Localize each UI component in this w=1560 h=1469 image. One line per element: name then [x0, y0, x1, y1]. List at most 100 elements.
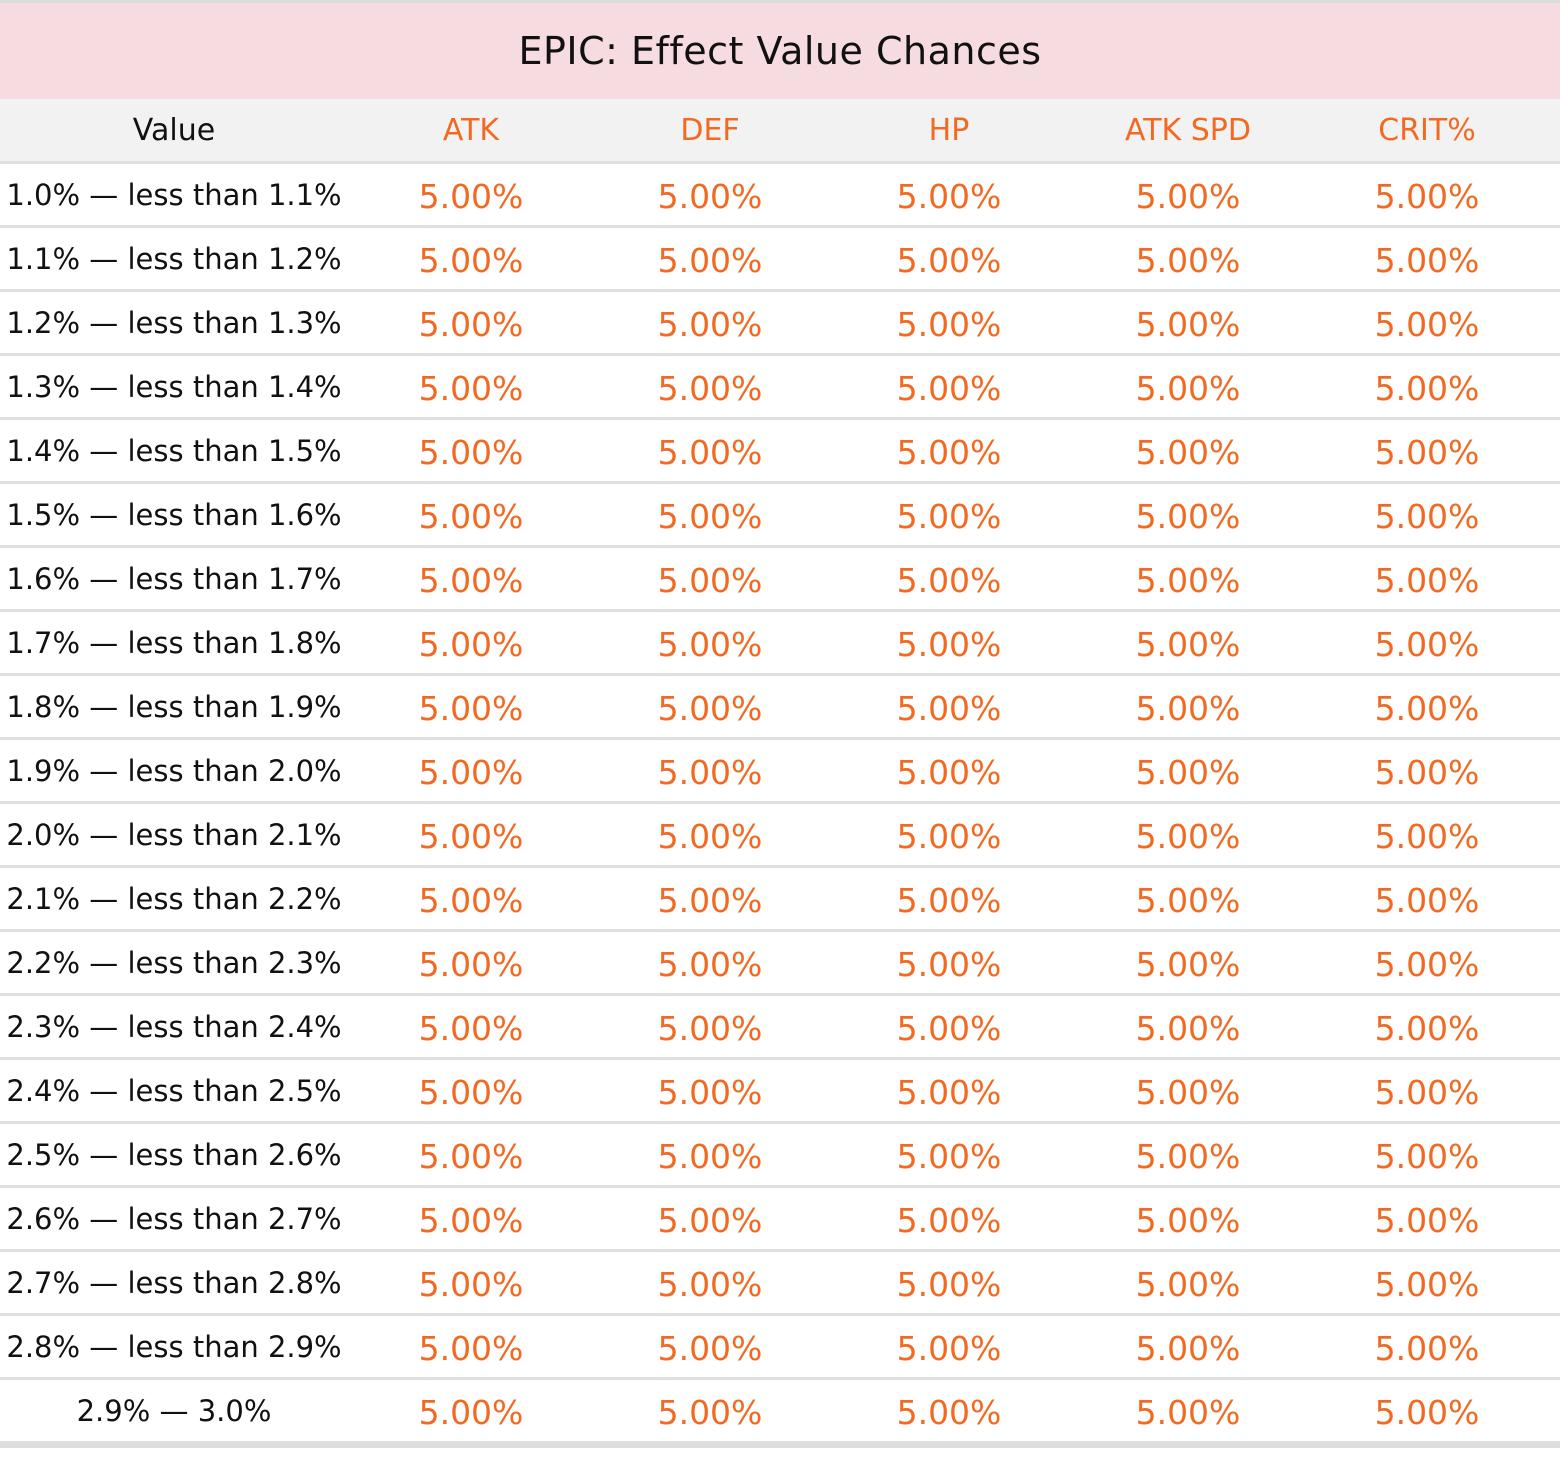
bottom-divider	[0, 1442, 1560, 1448]
atk-spd-chance-cell: 5.00%	[1135, 305, 1241, 344]
atk-spd-chance-cell: 5.00%	[1135, 369, 1241, 408]
hp-chance-cell: 5.00%	[896, 625, 1002, 664]
crit-chance-cell: 5.00%	[1374, 689, 1480, 728]
atk-chance-cell: 5.00%	[418, 881, 524, 920]
crit-chance-cell: 5.00%	[1374, 1009, 1480, 1048]
hp-chance-cell: 5.00%	[896, 1137, 1002, 1176]
value-range-cell: 1.3% — less than 1.4%	[6, 369, 342, 404]
atk-spd-chance-cell: 5.00%	[1135, 625, 1241, 664]
atk-chance-cell: 5.00%	[418, 305, 524, 344]
def-chance-cell: 5.00%	[657, 881, 763, 920]
hp-chance-cell: 5.00%	[896, 753, 1002, 792]
table-row: 1.7% — less than 1.8% 5.00% 5.00% 5.00% 5.00…	[0, 612, 1560, 676]
atk-chance-cell: 5.00%	[418, 561, 524, 600]
header-value: Value	[132, 112, 216, 148]
table-row: 2.8% — less than 2.9% 5.00% 5.00% 5.00% 5.00…	[0, 1316, 1560, 1380]
crit-chance-cell: 5.00%	[1374, 497, 1480, 536]
def-chance-cell: 5.00%	[657, 561, 763, 600]
header-def: DEF	[680, 112, 740, 148]
table-row: 2.3% — less than 2.4% 5.00% 5.00% 5.00% 5.00…	[0, 996, 1560, 1060]
atk-chance-cell: 5.00%	[418, 1393, 524, 1432]
table-row: 1.2% — less than 1.3% 5.00% 5.00% 5.00% 5.00…	[0, 292, 1560, 356]
atk-spd-chance-cell: 5.00%	[1135, 689, 1241, 728]
crit-chance-cell: 5.00%	[1374, 1329, 1480, 1368]
table-row: 2.9% — 3.0% 5.00% 5.00% 5.00% 5.00% 5.00%	[0, 1380, 1560, 1444]
def-chance-cell: 5.00%	[657, 177, 763, 216]
hp-chance-cell: 5.00%	[896, 561, 1002, 600]
atk-chance-cell: 5.00%	[418, 1201, 524, 1240]
table-body: 1.0% — less than 1.1% 5.00% 5.00% 5.00% 5.00…	[0, 164, 1560, 1444]
crit-chance-cell: 5.00%	[1374, 881, 1480, 920]
def-chance-cell: 5.00%	[657, 1265, 763, 1304]
crit-chance-cell: 5.00%	[1374, 1073, 1480, 1112]
crit-chance-cell: 5.00%	[1374, 1137, 1480, 1176]
top-divider	[0, 0, 1560, 3]
def-chance-cell: 5.00%	[657, 1329, 763, 1368]
value-range-cell: 1.4% — less than 1.5%	[6, 433, 342, 468]
atk-spd-chance-cell: 5.00%	[1135, 945, 1241, 984]
table-row: 1.8% — less than 1.9% 5.00% 5.00% 5.00% 5.00…	[0, 676, 1560, 740]
table-row: 1.0% — less than 1.1% 5.00% 5.00% 5.00% 5.00…	[0, 164, 1560, 228]
header-atk: ATK	[442, 112, 500, 148]
atk-spd-chance-cell: 5.00%	[1135, 1265, 1241, 1304]
value-range-cell: 2.0% — less than 2.1%	[6, 817, 342, 852]
atk-chance-cell: 5.00%	[418, 1329, 524, 1368]
crit-chance-cell: 5.00%	[1374, 369, 1480, 408]
hp-chance-cell: 5.00%	[896, 1073, 1002, 1112]
value-range-cell: 1.0% — less than 1.1%	[6, 177, 342, 212]
def-chance-cell: 5.00%	[657, 1073, 763, 1112]
crit-chance-cell: 5.00%	[1374, 625, 1480, 664]
crit-chance-cell: 5.00%	[1374, 305, 1480, 344]
value-range-cell: 2.7% — less than 2.8%	[6, 1265, 342, 1300]
value-range-cell: 2.3% — less than 2.4%	[6, 1009, 342, 1044]
table-row: 2.4% — less than 2.5% 5.00% 5.00% 5.00% 5.00…	[0, 1060, 1560, 1124]
value-range-cell: 2.5% — less than 2.6%	[6, 1137, 342, 1172]
value-range-cell: 1.2% — less than 1.3%	[6, 305, 342, 340]
table-row: 2.6% — less than 2.7% 5.00% 5.00% 5.00% 5.00…	[0, 1188, 1560, 1252]
table-row: 1.6% — less than 1.7% 5.00% 5.00% 5.00% 5.00…	[0, 548, 1560, 612]
atk-chance-cell: 5.00%	[418, 497, 524, 536]
table-row: 2.1% — less than 2.2% 5.00% 5.00% 5.00% 5.00…	[0, 868, 1560, 932]
table-title-bar: EPIC: Effect Value Chances	[0, 3, 1560, 99]
hp-chance-cell: 5.00%	[896, 369, 1002, 408]
value-range-cell: 2.6% — less than 2.7%	[6, 1201, 342, 1236]
header-crit: CRIT%	[1378, 112, 1476, 148]
def-chance-cell: 5.00%	[657, 1393, 763, 1432]
hp-chance-cell: 5.00%	[896, 497, 1002, 536]
def-chance-cell: 5.00%	[657, 753, 763, 792]
atk-spd-chance-cell: 5.00%	[1135, 1393, 1241, 1432]
value-range-cell: 1.9% — less than 2.0%	[6, 753, 342, 788]
atk-spd-chance-cell: 5.00%	[1135, 1009, 1241, 1048]
crit-chance-cell: 5.00%	[1374, 753, 1480, 792]
atk-spd-chance-cell: 5.00%	[1135, 1329, 1241, 1368]
atk-chance-cell: 5.00%	[418, 177, 524, 216]
crit-chance-cell: 5.00%	[1374, 1201, 1480, 1240]
hp-chance-cell: 5.00%	[896, 945, 1002, 984]
table-row: 2.7% — less than 2.8% 5.00% 5.00% 5.00% 5.00…	[0, 1252, 1560, 1316]
value-range-cell: 2.2% — less than 2.3%	[6, 945, 342, 980]
def-chance-cell: 5.00%	[657, 945, 763, 984]
value-range-cell: 2.4% — less than 2.5%	[6, 1073, 342, 1108]
atk-spd-chance-cell: 5.00%	[1135, 241, 1241, 280]
value-range-cell: 1.6% — less than 1.7%	[6, 561, 342, 596]
table-row: 2.2% — less than 2.3% 5.00% 5.00% 5.00% 5.00…	[0, 932, 1560, 996]
hp-chance-cell: 5.00%	[896, 689, 1002, 728]
table-title: EPIC: Effect Value Chances	[518, 29, 1042, 73]
def-chance-cell: 5.00%	[657, 625, 763, 664]
crit-chance-cell: 5.00%	[1374, 177, 1480, 216]
header-hp: HP	[928, 112, 970, 148]
table-row: 2.0% — less than 2.1% 5.00% 5.00% 5.00% 5.00…	[0, 804, 1560, 868]
atk-spd-chance-cell: 5.00%	[1135, 177, 1241, 216]
value-range-cell: 2.1% — less than 2.2%	[6, 881, 342, 916]
hp-chance-cell: 5.00%	[896, 1329, 1002, 1368]
atk-spd-chance-cell: 5.00%	[1135, 817, 1241, 856]
atk-spd-chance-cell: 5.00%	[1135, 1201, 1241, 1240]
def-chance-cell: 5.00%	[657, 817, 763, 856]
atk-chance-cell: 5.00%	[418, 241, 524, 280]
table-header-row: Value ATK DEF HP ATK SPD CRIT%	[0, 99, 1560, 164]
atk-spd-chance-cell: 5.00%	[1135, 561, 1241, 600]
table-row: 1.3% — less than 1.4% 5.00% 5.00% 5.00% 5.00…	[0, 356, 1560, 420]
def-chance-cell: 5.00%	[657, 305, 763, 344]
def-chance-cell: 5.00%	[657, 241, 763, 280]
crit-chance-cell: 5.00%	[1374, 561, 1480, 600]
